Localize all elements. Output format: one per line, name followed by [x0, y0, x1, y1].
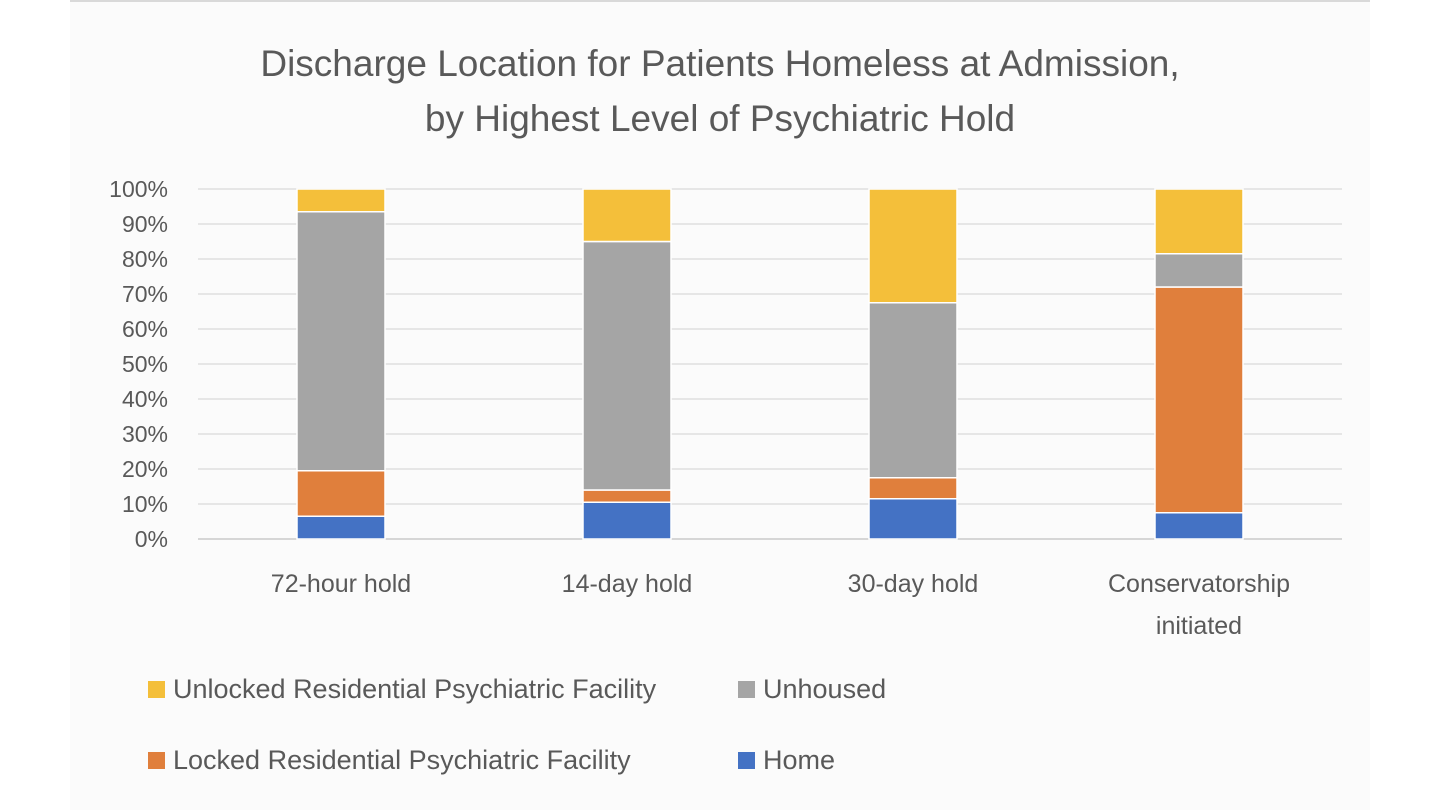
bar-segment-locked-residential-psychiatric-facility	[582, 489, 672, 503]
bar-segment-unlocked-residential-psychiatric-facility	[296, 188, 386, 213]
bar-segment-locked-residential-psychiatric-facility	[296, 470, 386, 517]
x-tick-label: initiated	[1156, 612, 1242, 640]
bar-segment-home	[296, 515, 386, 540]
bar-segment-unhoused	[582, 240, 672, 491]
legend-item-locked-facility: Locked Residential Psychiatric Facility	[148, 745, 631, 776]
legend-item-unhoused: Unhoused	[738, 674, 886, 705]
y-tick-label: 50%	[122, 351, 168, 377]
y-tick-label: 70%	[122, 281, 168, 307]
y-tick-label: 100%	[109, 176, 168, 202]
legend-label-locked-facility: Locked Residential Psychiatric Facility	[173, 745, 631, 775]
y-tick-label: 40%	[122, 386, 168, 412]
bar-segment-locked-residential-psychiatric-facility	[868, 477, 958, 500]
x-tick-label: 30-day hold	[848, 570, 979, 598]
legend-label-unhoused: Unhoused	[763, 674, 887, 704]
bar-segment-home	[868, 498, 958, 540]
y-tick-label: 0%	[135, 526, 168, 552]
bar-segment-home	[1154, 512, 1244, 540]
y-tick-label: 90%	[122, 211, 168, 237]
chart-title: Discharge Location for Patients Homeless…	[70, 36, 1370, 146]
stacked-bar-chart: 0% 10% 20% 30% 40% 50% 60% 70% 80% 90% 100% 72-hour…	[109, 176, 1342, 640]
chart-title-line-1: Discharge Location for Patients Homeless…	[260, 43, 1180, 84]
bar-segment-unhoused	[296, 211, 386, 472]
legend-item-unlocked-facility: Unlocked Residential Psychiatric Facilit…	[148, 674, 656, 705]
legend-swatch-locked-facility	[148, 752, 165, 769]
legend-swatch-home	[738, 752, 755, 769]
legend-label-unlocked-facility: Unlocked Residential Psychiatric Facilit…	[173, 674, 657, 704]
x-tick-label: 14-day hold	[562, 570, 693, 598]
y-tick-label: 10%	[122, 491, 168, 517]
y-tick-label: 30%	[122, 421, 168, 447]
bar-segment-unlocked-residential-psychiatric-facility	[582, 188, 672, 243]
legend-swatch-unhoused	[738, 681, 755, 698]
legend-swatch-unlocked-facility	[148, 681, 165, 698]
legend-item-home: Home	[738, 745, 835, 776]
chart-legend: Unlocked Residential Psychiatric Facilit…	[148, 674, 1048, 794]
y-tick-label: 80%	[122, 246, 168, 272]
bar-segment-unlocked-residential-psychiatric-facility	[868, 188, 958, 304]
chart-title-line-2: by Highest Level of Psychiatric Hold	[424, 98, 1016, 139]
bar-segment-unlocked-residential-psychiatric-facility	[1154, 188, 1244, 255]
bar-segment-locked-residential-psychiatric-facility	[1154, 286, 1244, 514]
y-tick-label: 20%	[122, 456, 168, 482]
x-tick-label: Conservatorship	[1108, 570, 1290, 598]
x-tick-label: 72-hour hold	[271, 570, 411, 598]
chart-canvas: Discharge Location for Patients Homeless…	[70, 0, 1370, 810]
legend-label-home: Home	[763, 745, 836, 775]
bar-segment-unhoused	[868, 302, 958, 479]
y-tick-label: 60%	[122, 316, 168, 342]
bar-segment-home	[582, 501, 672, 540]
bar-segment-unhoused	[1154, 253, 1244, 288]
